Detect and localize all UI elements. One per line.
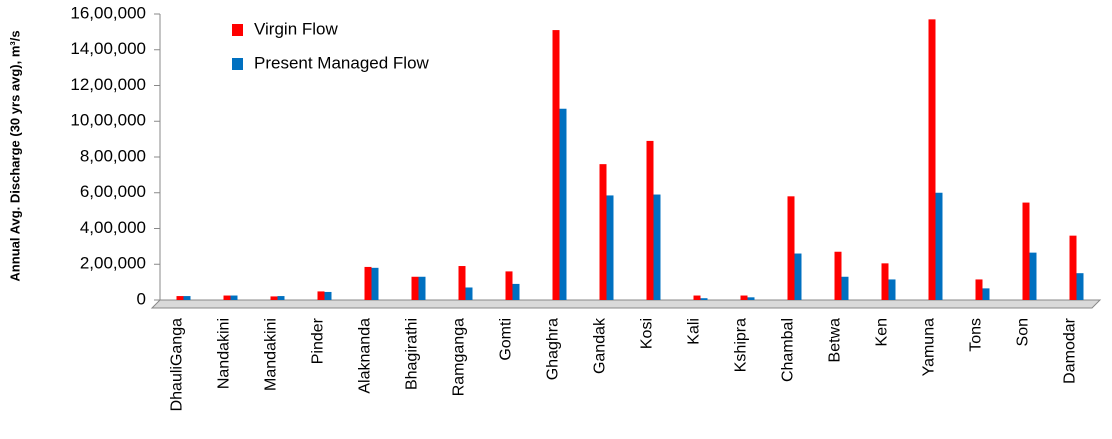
bar bbox=[982, 288, 990, 300]
bar bbox=[505, 271, 513, 300]
x-tick-label: Gomti bbox=[498, 318, 515, 361]
bar bbox=[465, 287, 473, 300]
y-tick-label: 4,00,000 bbox=[80, 218, 146, 237]
bar bbox=[270, 296, 278, 300]
bar bbox=[740, 295, 748, 300]
bar bbox=[599, 164, 607, 300]
x-tick-label: Yamuna bbox=[921, 318, 938, 377]
x-tick-label: Kshipra bbox=[733, 318, 750, 372]
bar bbox=[1029, 252, 1037, 300]
bar bbox=[317, 291, 325, 300]
y-tick-label: 8,00,000 bbox=[80, 146, 146, 165]
bar bbox=[512, 283, 520, 300]
legend-label: Virgin Flow bbox=[254, 19, 338, 38]
bar bbox=[841, 276, 849, 300]
bar bbox=[223, 295, 231, 300]
y-tick-label: 6,00,000 bbox=[80, 182, 146, 201]
x-tick-label: Gandak bbox=[592, 317, 609, 374]
bar bbox=[747, 297, 755, 300]
bar bbox=[559, 108, 567, 300]
bar bbox=[606, 195, 614, 300]
bar bbox=[787, 196, 795, 300]
x-tick-label: Mandakini bbox=[263, 318, 280, 391]
bar bbox=[693, 295, 701, 300]
x-tick-label: Bhagirathi bbox=[404, 318, 421, 390]
bar bbox=[176, 296, 184, 300]
bar bbox=[1022, 202, 1030, 300]
y-tick-label: 16,00,000 bbox=[70, 3, 146, 22]
bar bbox=[1076, 273, 1084, 300]
y-tick-label: 10,00,000 bbox=[70, 111, 146, 130]
x-tick-label: Nandakini bbox=[216, 318, 233, 389]
bar bbox=[975, 279, 983, 300]
bar bbox=[794, 253, 802, 300]
bar bbox=[371, 267, 379, 300]
y-tick-label: 0 bbox=[137, 289, 146, 308]
legend-swatch bbox=[232, 58, 243, 70]
bar bbox=[646, 140, 654, 300]
x-tick-label: Betwa bbox=[827, 318, 844, 363]
bar bbox=[411, 276, 419, 300]
bar bbox=[881, 263, 889, 300]
bar bbox=[418, 276, 426, 300]
x-tick-label: Ramganga bbox=[451, 318, 468, 396]
x-tick-label: Son bbox=[1015, 318, 1032, 346]
bar bbox=[183, 296, 191, 300]
x-tick-label: Kali bbox=[686, 318, 703, 345]
floor bbox=[150, 299, 1102, 309]
x-tick-label: Ghaghra bbox=[545, 318, 562, 380]
bar bbox=[324, 291, 332, 300]
x-tick-label: Alaknanda bbox=[357, 318, 374, 394]
x-tick-label: Ken bbox=[874, 318, 891, 346]
bar bbox=[928, 19, 936, 301]
bar bbox=[364, 266, 372, 300]
bar bbox=[230, 295, 238, 300]
x-tick-label: Damodar bbox=[1062, 317, 1079, 383]
y-tick-label: 12,00,000 bbox=[70, 75, 146, 94]
legend-swatch bbox=[232, 24, 243, 36]
y-tick-label: 14,00,000 bbox=[70, 39, 146, 58]
y-tick-label: 2,00,000 bbox=[80, 254, 146, 273]
bar bbox=[935, 192, 943, 300]
legend-label: Present Managed Flow bbox=[254, 53, 430, 72]
bar bbox=[653, 194, 661, 300]
bar bbox=[834, 251, 842, 300]
bar bbox=[700, 298, 708, 300]
bar bbox=[552, 30, 560, 301]
x-tick-label: DhauliGanga bbox=[169, 318, 186, 412]
x-tick-label: Kosi bbox=[639, 318, 656, 349]
bar bbox=[277, 296, 285, 300]
bar bbox=[888, 279, 896, 300]
x-tick-label: Tons bbox=[968, 318, 985, 352]
y-axis-label: Annual Avg. Discharge (30 yrs avg), m³/s bbox=[7, 30, 22, 281]
bar bbox=[1069, 235, 1077, 300]
x-tick-label: Chambal bbox=[780, 318, 797, 382]
bar bbox=[458, 266, 466, 300]
x-tick-label: Pinder bbox=[310, 317, 327, 364]
